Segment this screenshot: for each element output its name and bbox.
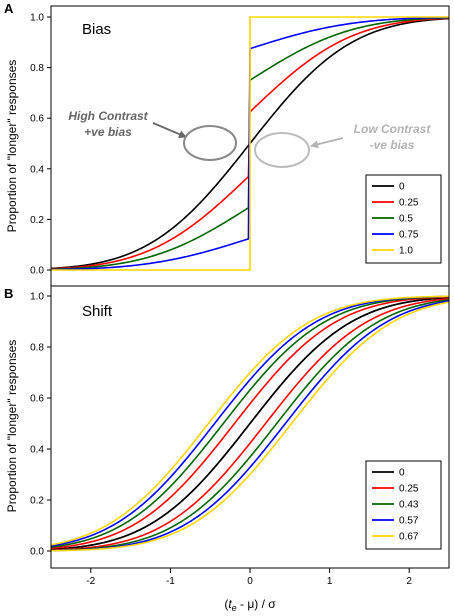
panel-letter-a: A xyxy=(4,1,14,16)
legend-label: 0.57 xyxy=(399,516,419,527)
annotation-low-contrast-ellipse xyxy=(254,132,310,168)
y-tick-label: 0.0 xyxy=(30,266,44,277)
x-tick-label: 2 xyxy=(406,576,412,587)
legend-label: 0.25 xyxy=(399,198,419,209)
panel-b-legend: 0 0.25 0.43 0.57 0.67 xyxy=(365,460,442,550)
legend-label: 0.67 xyxy=(399,532,419,543)
series-line xyxy=(50,296,450,550)
panel-a-legend: 0 0.25 0.5 0.75 1.0 xyxy=(365,174,442,264)
x-axis-title-sub: e xyxy=(232,603,237,613)
y-tick-label: 0.2 xyxy=(30,215,44,226)
y-tick-label: 0.0 xyxy=(30,547,44,558)
y-tick-label: 1.0 xyxy=(30,292,44,303)
y-tick-label: 1.0 xyxy=(30,13,44,24)
annotation-low-contrast-arrow xyxy=(310,137,344,149)
legend-box xyxy=(365,174,442,264)
legend-box xyxy=(365,460,442,550)
annotation-high-contrast: High Contrast +ve bias xyxy=(68,109,237,161)
annotation-low-contrast-line1: Low Contrast xyxy=(354,122,432,136)
panel-b-series xyxy=(50,295,450,552)
series-line xyxy=(50,295,450,548)
series-line xyxy=(50,299,450,552)
y-tick-label: 0.4 xyxy=(30,164,44,175)
x-axis-title-t: t xyxy=(228,597,232,611)
legend-label: 0.43 xyxy=(399,500,419,511)
series-0.43 xyxy=(50,295,450,552)
x-axis-title-open: ( xyxy=(224,597,228,611)
series-1.0 xyxy=(51,16,449,271)
panel-a-y-axis: 0.0 0.2 0.4 0.6 0.8 1.0 xyxy=(30,13,51,277)
x-tick-label: -2 xyxy=(86,576,95,587)
panel-a-y-axis-title: Proportion of "longer" responses xyxy=(5,60,19,233)
annotation-high-contrast-line1: High Contrast xyxy=(68,109,148,123)
legend-label: 0 xyxy=(399,182,405,193)
annotation-low-contrast-line2: -ve bias xyxy=(370,138,415,152)
panel-b-title: Shift xyxy=(82,303,113,320)
x-tick-label: -1 xyxy=(166,576,175,587)
panel-b: B Shift 0.0 0.2 0.4 0.6 0.8 1.0 Proportion of… xyxy=(4,285,450,569)
legend-label: 0.25 xyxy=(399,484,419,495)
annotation-high-contrast-arrow xyxy=(152,122,187,138)
panel-a-series xyxy=(50,16,450,271)
legend-label: 1.0 xyxy=(399,246,413,257)
x-tick-label: 0 xyxy=(247,576,253,587)
panel-b-y-axis: 0.0 0.2 0.4 0.6 0.8 1.0 xyxy=(30,292,51,558)
y-tick-label: 0.4 xyxy=(30,445,44,456)
y-tick-label: 0.8 xyxy=(30,63,44,74)
series-line xyxy=(50,297,450,551)
x-axis: -2 -1 0 1 2 xyxy=(86,568,412,587)
legend-label: 0.75 xyxy=(399,230,419,241)
x-tick-label: 1 xyxy=(327,576,333,587)
y-tick-label: 0.6 xyxy=(30,114,44,125)
annotation-low-contrast: Low Contrast -ve bias xyxy=(254,122,432,168)
series-line xyxy=(50,295,450,546)
annotation-high-contrast-ellipse xyxy=(183,125,237,161)
panel-b-y-axis-title: Proportion of "longer" responses xyxy=(5,340,19,513)
legend-label: 0 xyxy=(399,468,405,479)
series-0.25 xyxy=(50,296,450,551)
series-line xyxy=(50,301,450,552)
y-tick-label: 0.6 xyxy=(30,394,44,405)
panel-letter-b: B xyxy=(4,286,13,301)
y-tick-label: 0.2 xyxy=(30,496,44,507)
y-tick-label: 0.8 xyxy=(30,343,44,354)
legend-label: 0.5 xyxy=(399,214,413,225)
panel-a-title: Bias xyxy=(82,21,111,38)
x-axis-title-rest: - μ) / σ xyxy=(237,597,277,611)
series-0 xyxy=(50,296,450,551)
series-0.67 xyxy=(50,295,450,552)
series-line xyxy=(50,296,450,551)
x-axis-title: (te - μ) / σ xyxy=(224,597,276,613)
annotation-high-contrast-line2: +ve bias xyxy=(84,125,132,139)
panel-a: A Bias 0.0 0.2 0.4 0.6 0.8 1.0 Proportion of … xyxy=(4,1,450,287)
